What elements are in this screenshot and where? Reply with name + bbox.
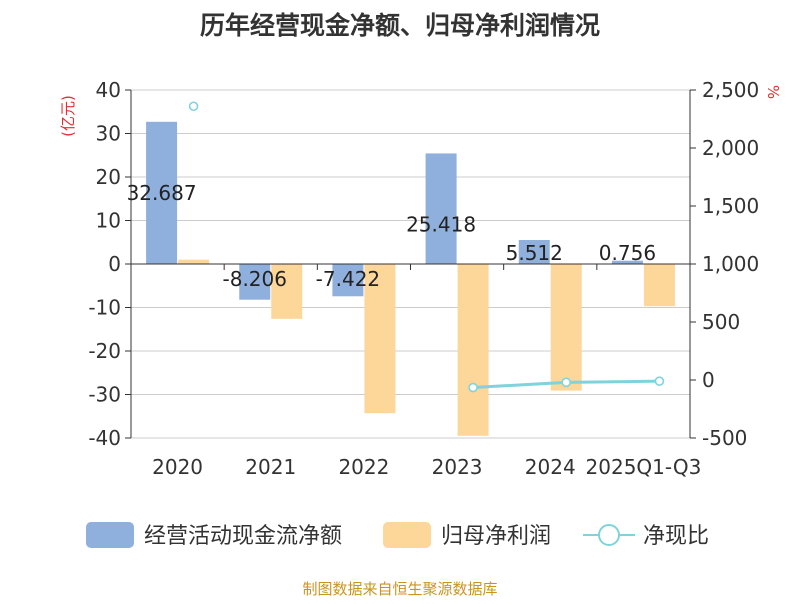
category-label: 2020: [152, 455, 203, 479]
data-label: -8.206: [223, 267, 287, 291]
bar-net-profit: [550, 264, 582, 391]
legend: 经营活动现金流净额 归母净利润 净现比: [86, 522, 709, 549]
ratio-point: [188, 101, 199, 112]
left-tick-label: 0: [108, 252, 121, 276]
bar-cashflow: [146, 121, 178, 264]
left-tick-label: -20: [88, 339, 121, 363]
data-label: 25.418: [406, 212, 476, 236]
bar-net-profit: [457, 264, 489, 436]
bar-net-profit: [364, 264, 396, 414]
legend-swatch: [383, 522, 431, 548]
category-label: 2024: [525, 455, 576, 479]
right-tick-label: 1,000: [702, 252, 759, 276]
bar-cashflow: [518, 240, 550, 264]
bar-net-profit: [643, 264, 675, 307]
left-tick-label: 10: [96, 209, 121, 233]
right-tick-label: 2,500: [702, 78, 759, 102]
chart-title: 历年经营现金净额、归母净利润情况: [200, 11, 600, 40]
bar-cashflow: [239, 264, 271, 300]
bar-net-profit: [271, 264, 303, 319]
category-label: 2022: [338, 455, 389, 479]
data-label: 0.756: [599, 241, 656, 265]
legend-label: 净现比: [643, 524, 709, 549]
ratio-point: [561, 377, 572, 388]
bar-cashflow: [332, 264, 364, 297]
right-tick-label: 2,000: [702, 136, 759, 160]
category-label: 2023: [432, 455, 483, 479]
bar-layer: [146, 121, 675, 436]
line-layer: [188, 101, 665, 393]
bar-net-profit: [178, 259, 210, 264]
ratio-point: [468, 382, 478, 393]
legend-swatch: [86, 522, 134, 548]
data-label: 32.687: [127, 181, 197, 205]
right-tick-label: 0: [702, 368, 715, 392]
axis-layer: 40 30 20 10 0 -10 -20 -30 -40 2,500 2,000 1,500 1,00…: [88, 78, 759, 479]
left-tick-label: -40: [88, 426, 121, 450]
data-label: -7.422: [316, 267, 380, 291]
data-label: 5.512: [506, 241, 563, 265]
left-axis-unit: (亿元): [59, 95, 77, 137]
legend-marker: [598, 524, 620, 546]
right-axis-unit: %: [764, 85, 782, 99]
category-label: 2021: [245, 455, 296, 479]
right-tick-label: 500: [702, 310, 740, 334]
left-tick-label: 30: [96, 122, 121, 146]
left-tick-label: -10: [88, 296, 121, 320]
ratio-point: [654, 376, 665, 386]
legend-label: 经营活动现金流净额: [144, 524, 342, 549]
right-tick-label: 1,500: [702, 194, 759, 218]
bar-cashflow: [611, 260, 643, 264]
legend-label: 归母净利润: [441, 524, 551, 549]
bar-cashflow: [425, 153, 457, 264]
label-layer: 32.687 -8.206 -7.422 25.418 5.512 0.756: [127, 181, 656, 291]
left-tick-label: -30: [88, 383, 121, 407]
left-tick-label: 40: [96, 78, 121, 102]
left-tick-label: 20: [96, 165, 121, 189]
category-label: 2025Q1-Q3: [586, 455, 702, 479]
source-note: 制图数据来自恒生聚源数据库: [302, 580, 497, 598]
right-tick-label: -500: [702, 426, 747, 450]
